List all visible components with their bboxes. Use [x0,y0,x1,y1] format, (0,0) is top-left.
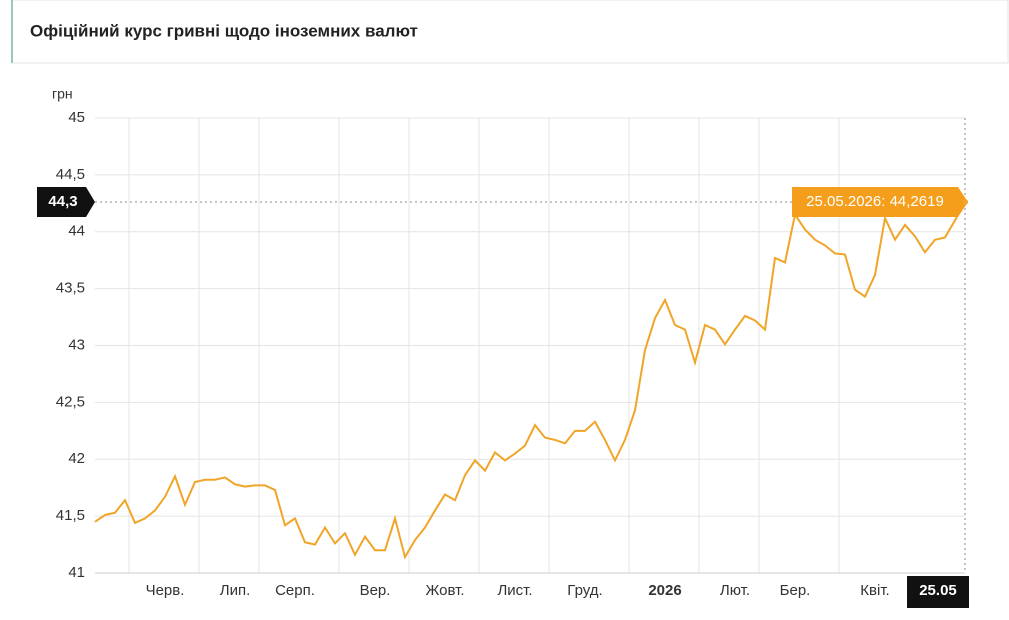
x-tick-label: Вер. [360,582,391,599]
y-tick-label: 42 [68,450,85,467]
x-tick-label: Лип. [220,582,251,599]
x-tick-label: Лют. [720,582,750,599]
y-tick-label: 43 [68,336,85,353]
x-tick-label: Груд. [567,582,602,599]
y-unit: грн [52,86,73,102]
tooltip: 25.05.2026: 44,2619 [806,193,944,210]
x-crosshair-box [907,576,969,608]
x-tick-label: Бер. [780,582,811,599]
x-tick-label: Серп. [275,582,315,599]
chart-title: Офіційний курс гривні щодо іноземних вал… [30,21,418,40]
x-tick-label: Черв. [146,582,185,599]
y-tick-label: 44,5 [56,166,85,183]
crosshair-y-box [37,186,95,217]
y-tick-label: 41 [68,564,85,581]
y-tick-label: 44 [68,223,85,240]
x-tick-label: Квіт. [860,582,889,599]
tooltip-box [792,186,968,217]
x-tick-label: 2026 [648,582,681,599]
point [962,198,968,205]
y-tick-label: 42,5 [56,393,85,410]
y-tick-label: 45 [68,109,85,126]
x-tick-label: Жовт. [425,582,464,599]
x-tick-label: 25.05 [919,582,957,599]
y-tick-label: 41,5 [56,507,85,524]
crosshair-y-label: 44,3 [48,193,77,210]
x-tick-label: Лист. [497,582,532,599]
line [94,201,966,560]
title-bar [11,0,1009,64]
y-tick-label: 43,5 [56,280,85,297]
